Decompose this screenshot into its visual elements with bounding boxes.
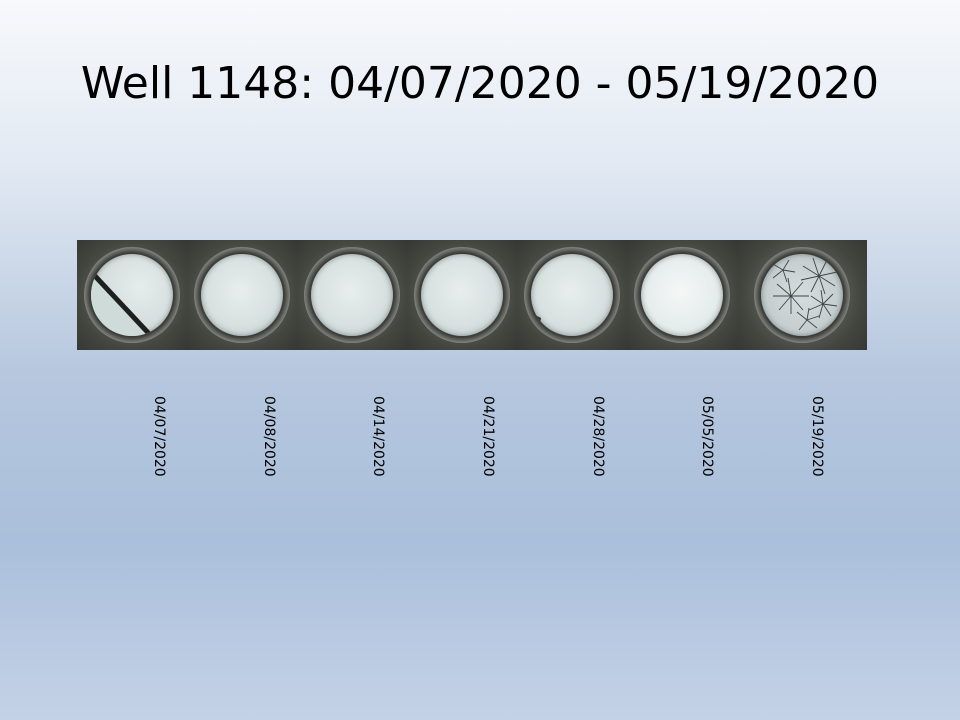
- well-image-6: [627, 240, 737, 350]
- image-date-label-2: 04/08/2020: [261, 396, 277, 477]
- well-image-5: [517, 240, 627, 350]
- well-image-3: [297, 240, 407, 350]
- image-date-label-4: 04/21/2020: [480, 396, 496, 477]
- well-image-2: [187, 240, 297, 350]
- well-image-4: [407, 240, 517, 350]
- image-date-label-5: 04/28/2020: [590, 396, 606, 477]
- well-drop: [531, 254, 613, 336]
- well-drop: [311, 254, 393, 336]
- image-date-label-7: 05/19/2020: [809, 396, 825, 477]
- drop-edge-shadow: [91, 274, 155, 336]
- well-drop: [91, 254, 173, 336]
- well-drop: [421, 254, 503, 336]
- drop-notch: [531, 314, 541, 332]
- image-date-label-6: 05/05/2020: [699, 396, 715, 477]
- well-image-1: [77, 240, 187, 350]
- well-image-strip: [77, 240, 867, 350]
- image-date-label-3: 04/14/2020: [370, 396, 386, 477]
- well-drop: [201, 254, 283, 336]
- well-drop-crystals: [761, 254, 843, 336]
- well-drop: [641, 254, 723, 336]
- slide-title: Well 1148: 04/07/2020 - 05/19/2020: [80, 58, 880, 109]
- crystal-clusters: [772, 257, 838, 331]
- well-image-7: [737, 240, 867, 350]
- image-date-label-1: 04/07/2020: [151, 396, 167, 477]
